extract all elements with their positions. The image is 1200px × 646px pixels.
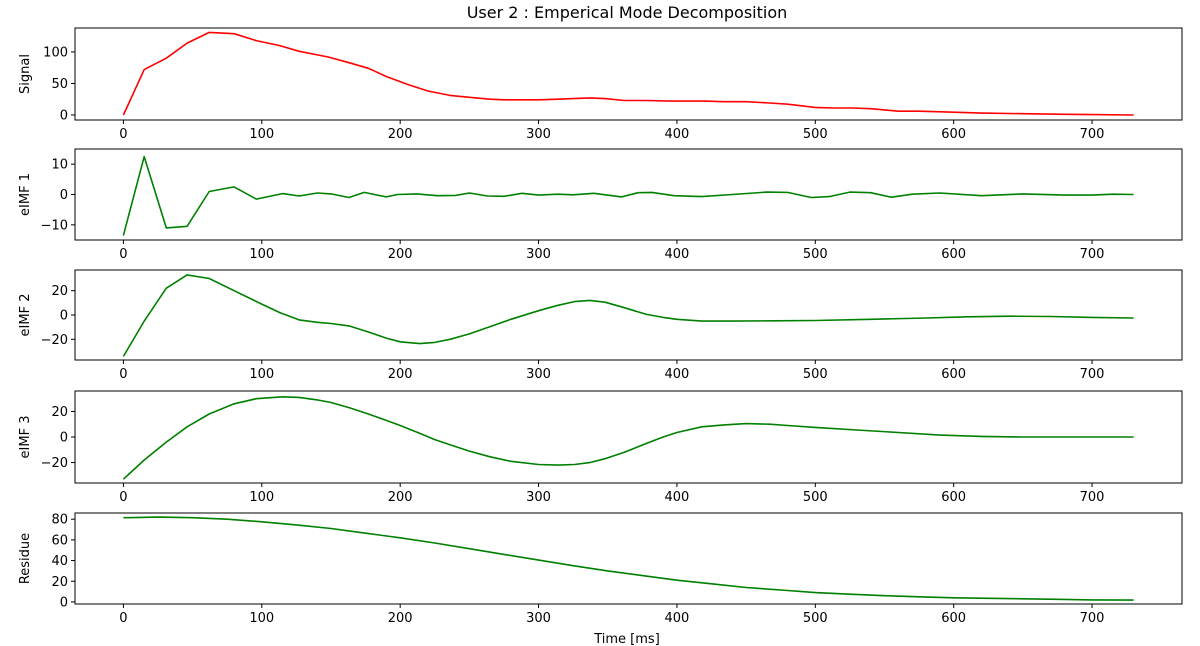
signal-y-tick-label: 50 <box>51 77 68 92</box>
signal-x-tick-label: 500 <box>803 127 828 142</box>
eimf1-series-line-0 <box>122 155 1134 236</box>
eimf1-x-tick-label: 100 <box>249 247 274 262</box>
eimf1-x-tick-label: 500 <box>803 247 828 262</box>
eimf3-x-tick-label: 500 <box>803 490 828 505</box>
signal-y-tick-label: 0 <box>60 108 68 123</box>
residue-x-tick-label: 700 <box>1080 611 1105 626</box>
eimf2-x-tick-label: 700 <box>1080 367 1105 382</box>
residue-series-line-0 <box>123 516 1134 601</box>
residue-x-tick-label: 100 <box>249 611 274 626</box>
residue-axes-frame <box>74 512 1183 605</box>
residue-x-tick-label: 600 <box>941 611 966 626</box>
signal-x-tick-label: 0 <box>119 127 127 142</box>
signal-axes-frame <box>74 27 1183 121</box>
residue-x-tick-label: 0 <box>119 611 127 626</box>
residue-y-tick-label: 20 <box>51 575 68 590</box>
eimf1-x-tick-label: 600 <box>941 247 966 262</box>
eimf1-y-tick-label: 0 <box>60 188 68 203</box>
eimf1-y-tick-label: −10 <box>41 218 68 233</box>
signal-x-tick-label: 400 <box>665 127 690 142</box>
eimf1-x-tick-label: 0 <box>119 247 127 262</box>
eimf3-y-tick-label: 0 <box>60 431 68 446</box>
eimf2-axes-frame <box>74 269 1183 361</box>
signal-x-tick-label: 300 <box>526 127 551 142</box>
eimf2-x-tick-label: 300 <box>526 367 551 382</box>
residue-y-axis-label: Residue <box>18 533 33 584</box>
eimf2-x-tick-label: 0 <box>119 367 127 382</box>
residue-y-tick-label: 80 <box>51 513 68 528</box>
eimf3-series-line-0 <box>122 396 1134 480</box>
eimf1-y-axis-label: eIMF 1 <box>18 173 33 216</box>
eimf2-x-tick-label: 200 <box>388 367 413 382</box>
residue-y-tick-label: 60 <box>51 533 68 548</box>
subplot-residue: 0 100 200 300 400 500 600 700 0 20 40 60 80 Residue <box>18 512 1183 626</box>
residue-x-tick-label: 500 <box>803 611 828 626</box>
eimf1-x-tick-label: 400 <box>665 247 690 262</box>
signal-y-tick-label: 100 <box>43 45 68 60</box>
residue-y-tick-label: 40 <box>51 554 68 569</box>
subplot-eimf1: 0 100 200 300 400 500 600 700 −10 0 10 eIMF 1 <box>18 148 1183 262</box>
eimf2-x-tick-label: 400 <box>665 367 690 382</box>
signal-x-tick-label: 200 <box>388 127 413 142</box>
eimf3-x-tick-label: 600 <box>941 490 966 505</box>
eimf2-x-tick-label: 100 <box>249 367 274 382</box>
eimf3-x-tick-label: 400 <box>665 490 690 505</box>
signal-x-tick-label: 700 <box>1080 127 1105 142</box>
signal-x-tick-label: 100 <box>249 127 274 142</box>
eimf2-y-tick-label: 0 <box>60 309 68 324</box>
eimf3-x-tick-label: 0 <box>119 490 127 505</box>
residue-x-tick-label: 300 <box>526 611 551 626</box>
eimf2-y-axis-label: eIMF 2 <box>18 294 33 337</box>
signal-x-tick-label: 600 <box>941 127 966 142</box>
eimf3-y-tick-label: 20 <box>51 405 68 420</box>
eimf1-x-tick-label: 200 <box>388 247 413 262</box>
eimf2-y-tick-label: 20 <box>51 284 68 299</box>
subplot-eimf2: 0 100 200 300 400 500 600 700 −20 0 20 eIMF 2 <box>18 269 1183 382</box>
eimf3-x-tick-label: 100 <box>249 490 274 505</box>
eimf1-x-tick-label: 700 <box>1080 247 1105 262</box>
eimf2-y-tick-label: −20 <box>41 333 68 348</box>
eimf2-series-line-0 <box>122 274 1134 357</box>
eimf3-y-axis-label: eIMF 3 <box>18 416 33 459</box>
residue-x-tick-label: 200 <box>388 611 413 626</box>
figure-title: User 2 : Emperical Mode Decomposition <box>467 3 788 22</box>
x-axis-label: Time [ms] <box>593 632 660 646</box>
eimf3-x-tick-label: 700 <box>1080 490 1105 505</box>
eimf1-y-tick-label: 10 <box>51 158 68 173</box>
eimf2-x-tick-label: 500 <box>803 367 828 382</box>
eimf3-y-tick-label: −20 <box>41 456 68 471</box>
subplot-eimf3: 0 100 200 300 400 500 600 700 −20 0 20 eIMF 3 <box>18 390 1183 505</box>
eimf2-x-tick-label: 600 <box>941 367 966 382</box>
residue-x-tick-label: 400 <box>665 611 690 626</box>
eimf3-x-tick-label: 200 <box>388 490 413 505</box>
eimf1-x-tick-label: 300 <box>526 247 551 262</box>
residue-y-tick-label: 0 <box>60 595 68 610</box>
signal-series-line-0 <box>122 31 1134 116</box>
signal-y-axis-label: Signal <box>18 54 33 94</box>
eimf3-x-tick-label: 300 <box>526 490 551 505</box>
subplot-signal: 0 100 200 300 400 500 600 700 0 50 100 Signal <box>18 27 1183 142</box>
